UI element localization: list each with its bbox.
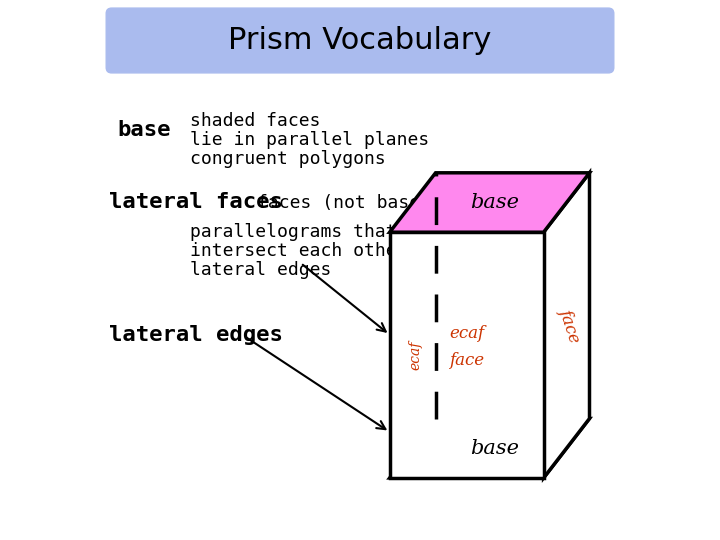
Polygon shape <box>544 173 590 478</box>
Text: lateral edges: lateral edges <box>190 261 331 279</box>
Text: parallelograms that: parallelograms that <box>190 223 397 241</box>
Text: lateral edges: lateral edges <box>109 325 283 345</box>
FancyBboxPatch shape <box>107 8 614 73</box>
Text: face: face <box>449 352 485 369</box>
Text: base: base <box>117 119 171 140</box>
Text: ecaf: ecaf <box>408 340 423 370</box>
Text: intersect each other in: intersect each other in <box>190 242 440 260</box>
Polygon shape <box>390 418 590 478</box>
Polygon shape <box>390 173 590 232</box>
Text: congruent polygons: congruent polygons <box>190 150 386 168</box>
Text: shaded faces: shaded faces <box>190 112 320 131</box>
Polygon shape <box>390 232 544 478</box>
Text: ecaf: ecaf <box>449 325 485 342</box>
Text: lie in parallel planes: lie in parallel planes <box>190 131 429 150</box>
Text: base: base <box>470 193 520 212</box>
Text: Prism Vocabulary: Prism Vocabulary <box>228 26 492 55</box>
Text: base: base <box>470 438 520 458</box>
Text: face: face <box>556 306 582 345</box>
Text: faces (not bases): faces (not bases) <box>258 193 442 212</box>
Text: lateral faces: lateral faces <box>109 192 283 213</box>
